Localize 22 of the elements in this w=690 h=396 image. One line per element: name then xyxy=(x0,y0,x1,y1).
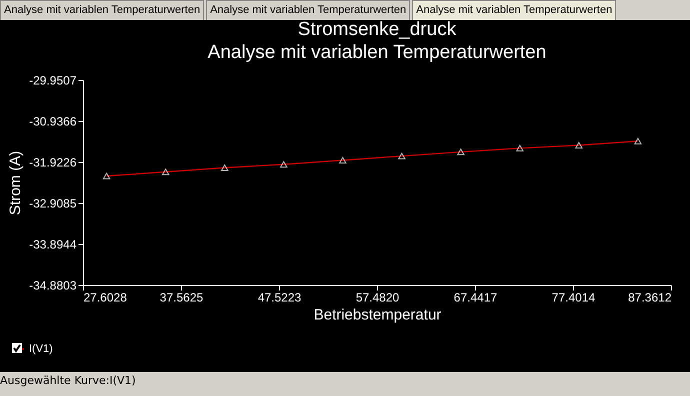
text: Analyse mit variablen Temperaturwerten xyxy=(0,0,204,21)
x-tick-label: 37.5625 xyxy=(160,290,204,304)
y-axis-title: Strom (A) xyxy=(7,150,24,216)
x-tick-label: 47.5223 xyxy=(258,290,302,304)
y-tick-label: -29.9507 xyxy=(29,74,77,88)
y-tick-label: -34.8803 xyxy=(29,278,77,292)
x-tick-label: 57.4820 xyxy=(356,290,400,304)
x-tick-label: 67.4417 xyxy=(454,290,498,304)
x-tick-label: 87.3612 xyxy=(628,290,672,304)
text: Analyse mit variablen Temperaturwerten xyxy=(210,4,406,16)
text: Analyse mit variablen Temperaturwerten xyxy=(416,4,612,16)
x-tick-label: 27.6028 xyxy=(84,290,128,304)
y-tick-label: -32.9085 xyxy=(29,196,77,210)
x-tick-label: 77.4014 xyxy=(552,290,596,304)
y-tick-label: -31.9226 xyxy=(29,156,77,170)
legend-label: I(V1) xyxy=(29,343,53,355)
y-tick-label: -33.8944 xyxy=(29,238,77,252)
x-axis-title: Betriebstemperatur xyxy=(314,306,442,324)
text: Ausgewählte Kurve:I(V1) xyxy=(0,374,136,387)
y-tick-label: -30.9366 xyxy=(29,114,77,128)
chart-subtitle: Analyse mit variablen Temperaturwerten xyxy=(208,42,546,63)
chart-title: Stromsenke_druck xyxy=(298,19,457,40)
